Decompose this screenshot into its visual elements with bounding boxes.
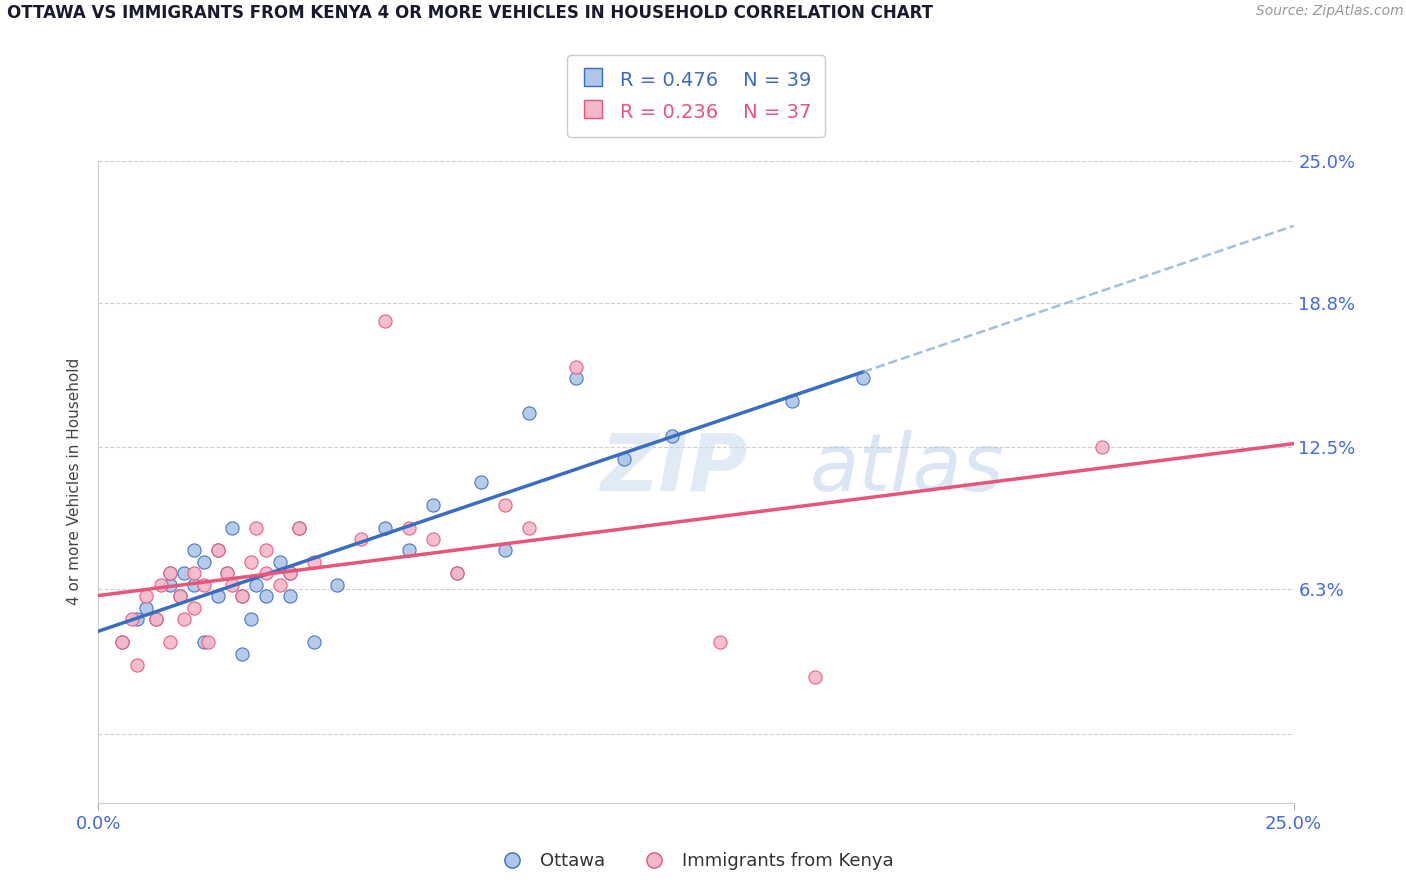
Point (169, 590, 191, 604)
Point (565, 371, 588, 385)
Point (231, 647, 253, 661)
Point (278, 590, 301, 604)
Point (149, 578, 172, 592)
Point (613, 451, 636, 466)
Point (193, 578, 215, 592)
Point (207, 590, 229, 604)
Point (217, 566, 239, 581)
Legend: Ottawa, Immigrants from Kenya: Ottawa, Immigrants from Kenya (491, 845, 901, 877)
Point (852, 371, 875, 385)
Point (169, 590, 191, 604)
Point (422, 498, 444, 512)
Point (111, 635, 134, 649)
Point (159, 578, 181, 592)
Point (517, 406, 540, 420)
Text: OTTAWA VS IMMIGRANTS FROM KENYA 4 OR MORE VEHICLES IN HOUSEHOLD CORRELATION CHAR: OTTAWA VS IMMIGRANTS FROM KENYA 4 OR MOR… (7, 4, 934, 22)
Point (326, 578, 349, 592)
Point (254, 543, 277, 558)
Point (183, 578, 205, 592)
Point (231, 590, 253, 604)
Point (446, 566, 468, 581)
Point (470, 475, 492, 489)
Point (135, 600, 157, 615)
Point (240, 555, 263, 569)
Point (661, 429, 683, 443)
Point (278, 566, 301, 581)
Point (288, 520, 311, 534)
Point (374, 520, 396, 534)
Point (231, 590, 253, 604)
Point (278, 566, 301, 581)
Point (269, 578, 291, 592)
Point (302, 635, 325, 649)
Point (135, 590, 157, 604)
Point (288, 520, 311, 534)
Point (240, 612, 263, 626)
Point (398, 520, 420, 534)
Text: atlas: atlas (810, 430, 1004, 508)
Text: Source: ZipAtlas.com: Source: ZipAtlas.com (1256, 4, 1403, 19)
Point (217, 566, 239, 581)
Point (173, 566, 195, 581)
Point (302, 555, 325, 569)
Point (145, 612, 167, 626)
Point (780, 394, 803, 409)
Point (254, 566, 277, 581)
Point (183, 600, 205, 615)
Point (207, 543, 229, 558)
Point (197, 635, 219, 649)
Point (804, 670, 827, 684)
Point (159, 566, 181, 581)
Point (269, 555, 291, 569)
Point (221, 578, 243, 592)
Point (350, 532, 373, 546)
Point (494, 498, 516, 512)
Point (245, 520, 267, 534)
Point (173, 612, 195, 626)
Point (183, 566, 205, 581)
Point (159, 566, 181, 581)
Point (159, 635, 181, 649)
Point (183, 543, 205, 558)
Point (254, 590, 277, 604)
Point (517, 520, 540, 534)
Point (1091, 440, 1114, 454)
Point (111, 635, 134, 649)
Point (374, 314, 396, 328)
Point (494, 543, 516, 558)
Y-axis label: 4 or more Vehicles in Household: 4 or more Vehicles in Household (67, 358, 83, 606)
Point (245, 578, 267, 592)
Text: ZIP: ZIP (600, 430, 748, 508)
Point (207, 543, 229, 558)
Point (446, 566, 468, 581)
Point (193, 635, 215, 649)
Point (121, 612, 143, 626)
Point (422, 532, 444, 546)
Point (398, 543, 420, 558)
Point (145, 612, 167, 626)
Point (125, 658, 148, 673)
Point (221, 520, 243, 534)
Point (125, 612, 148, 626)
Point (193, 555, 215, 569)
Point (565, 359, 588, 374)
Point (709, 635, 731, 649)
